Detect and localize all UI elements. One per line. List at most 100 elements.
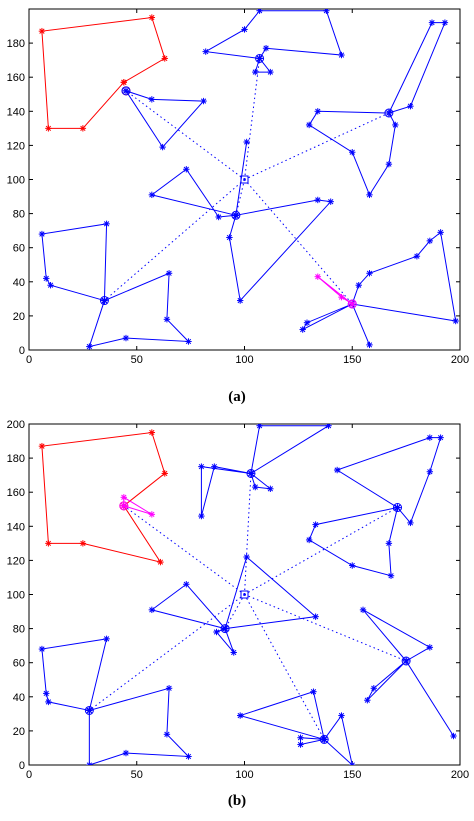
customer-point [161, 55, 168, 62]
customer-point [305, 536, 313, 544]
panel-a: 0 50 100 150 200 0 20 40 60 80 100 120 140 160 180 [7, 8, 469, 366]
customer-point [211, 463, 218, 470]
y-tick-label: 160 [7, 72, 25, 84]
customer-point [120, 502, 128, 510]
customer-point [163, 731, 171, 738]
customer-point [452, 317, 459, 325]
customer-point [215, 213, 222, 221]
customer-point [161, 470, 168, 477]
customer-point [202, 48, 209, 55]
customer-point [426, 237, 434, 245]
customer-point [385, 109, 393, 117]
customer-point [441, 19, 449, 26]
customer-point [349, 149, 356, 156]
customer-point [299, 326, 306, 333]
customer-point [338, 293, 345, 301]
hub-marker [401, 656, 411, 666]
customer-point [243, 553, 250, 561]
customer-point [297, 741, 304, 748]
customer-point [241, 26, 248, 33]
y-tick-label: 140 [7, 106, 25, 118]
customer-point [221, 625, 229, 632]
customer-point [148, 14, 156, 21]
customer-point [392, 121, 399, 129]
customer-point [366, 341, 373, 349]
customer-point [45, 698, 52, 706]
customer-point [338, 51, 345, 59]
customer-point [303, 319, 311, 326]
customer-point [198, 512, 205, 520]
customer-point [183, 166, 190, 173]
x-tick-label: 50 [131, 354, 143, 366]
customer-point [252, 68, 259, 76]
customer-point [428, 19, 436, 26]
y-tick-label: 100 [7, 175, 25, 187]
route-line [41, 638, 190, 765]
customer-point [79, 125, 87, 132]
customer-point [366, 191, 373, 199]
customer-point [185, 753, 192, 760]
customer-point [413, 253, 421, 260]
customer-point [148, 191, 156, 199]
route-line [41, 431, 166, 563]
customer-point [43, 690, 50, 697]
customer-point [236, 712, 244, 719]
customer-point [103, 635, 110, 643]
x-tick-label: 0 [26, 769, 32, 781]
customer-point [267, 485, 274, 492]
y-tick-label: 120 [7, 140, 25, 152]
depot-link [89, 594, 245, 711]
route-line [308, 22, 446, 196]
customer-point [148, 96, 156, 103]
x-tick-label: 0 [26, 354, 32, 366]
customer-point [101, 297, 108, 304]
customer-point [338, 712, 345, 719]
customer-point [297, 734, 304, 741]
customer-point [183, 581, 190, 588]
customer-point [38, 230, 46, 238]
customer-point [385, 160, 393, 168]
customer-point [120, 494, 128, 501]
y-tick-label: 0 [19, 345, 25, 357]
customer-point [437, 229, 444, 236]
route-line [150, 556, 317, 653]
y-tick-label: 40 [13, 277, 25, 289]
customer-point [157, 558, 164, 566]
y-tick-label: 120 [7, 555, 25, 567]
customer-point [185, 338, 192, 345]
customer-point [325, 424, 332, 429]
depot-link [244, 507, 398, 595]
customer-point [122, 334, 130, 342]
customer-point [407, 102, 414, 110]
customer-point [314, 108, 321, 115]
x-tick-label: 100 [235, 769, 253, 781]
customer-point [450, 732, 457, 740]
customer-point [45, 540, 52, 547]
customer-point [86, 343, 93, 350]
customer-point [230, 649, 237, 656]
route-line [150, 141, 332, 302]
customer-point [364, 697, 371, 704]
customer-point [312, 521, 319, 528]
customer-point [333, 466, 341, 474]
customer-point [407, 519, 414, 527]
customer-point [38, 645, 46, 653]
depot-link [244, 473, 252, 595]
customer-point [426, 434, 434, 441]
customer-point [349, 562, 356, 569]
depot-link [244, 594, 325, 740]
caption-b: (b) [228, 793, 246, 809]
hub-marker [231, 210, 241, 220]
customer-point [122, 749, 130, 757]
customer-point [323, 9, 330, 14]
depot-link [244, 594, 407, 662]
route-line [317, 276, 353, 305]
customer-point [226, 234, 233, 241]
x-tick-label: 100 [235, 354, 253, 366]
y-tick-label: 60 [13, 243, 25, 255]
y-tick-label: 80 [13, 624, 25, 636]
hub-marker [393, 503, 403, 513]
customer-point [163, 316, 171, 323]
customer-point [385, 540, 393, 547]
